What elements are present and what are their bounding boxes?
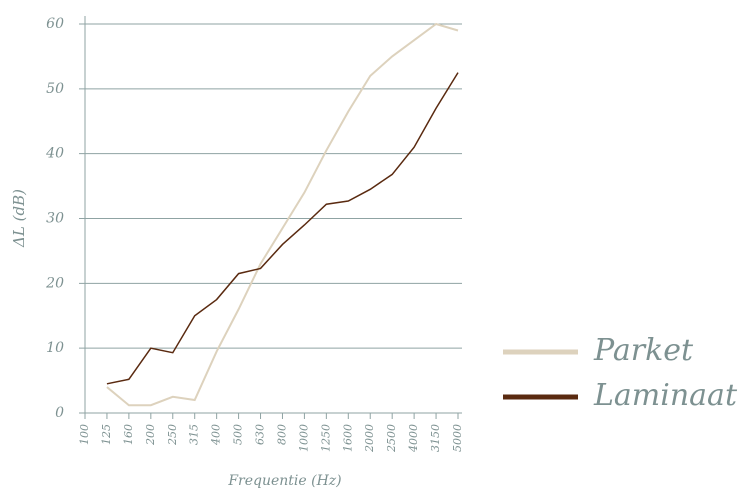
y-tick-label: 10 <box>46 340 64 356</box>
x-tick-label: 1600 <box>341 424 354 452</box>
legend-label: Laminaat <box>593 378 738 413</box>
x-tick-label: 1250 <box>319 424 332 452</box>
y-tick-label: 40 <box>45 146 64 162</box>
x-tick-label: 160 <box>122 424 135 445</box>
x-tick-label: 200 <box>144 424 157 446</box>
series-line <box>106 72 459 385</box>
x-tick-label: 125 <box>100 424 113 445</box>
series-line <box>106 22 459 407</box>
x-tick-label: 2000 <box>363 424 376 453</box>
y-tick-label: 60 <box>46 16 64 32</box>
x-tick-label: 5000 <box>451 424 464 452</box>
y-tick-label: 30 <box>46 211 64 227</box>
y-axis-label: ΔL (dB) <box>10 189 28 248</box>
x-tick-label: 250 <box>166 424 179 446</box>
y-tick-label: 0 <box>55 405 64 421</box>
x-tick-label: 400 <box>210 424 223 446</box>
x-axis-label: Frequentie (Hz) <box>227 473 341 489</box>
x-tick-label: 100 <box>78 424 91 445</box>
x-tick-label: 630 <box>254 424 267 445</box>
y-tick-label: 20 <box>45 275 64 291</box>
y-tick-label: 50 <box>46 81 64 97</box>
x-tick-label: 315 <box>188 424 201 445</box>
x-tick-label: 500 <box>232 424 245 445</box>
x-tick-label: 800 <box>275 424 288 445</box>
x-tick-label: 3150 <box>429 424 442 452</box>
legend-label: Parket <box>593 333 694 368</box>
x-tick-label: 1000 <box>297 424 310 452</box>
x-tick-label: 4000 <box>407 424 420 453</box>
x-tick-label: 2500 <box>385 424 398 453</box>
